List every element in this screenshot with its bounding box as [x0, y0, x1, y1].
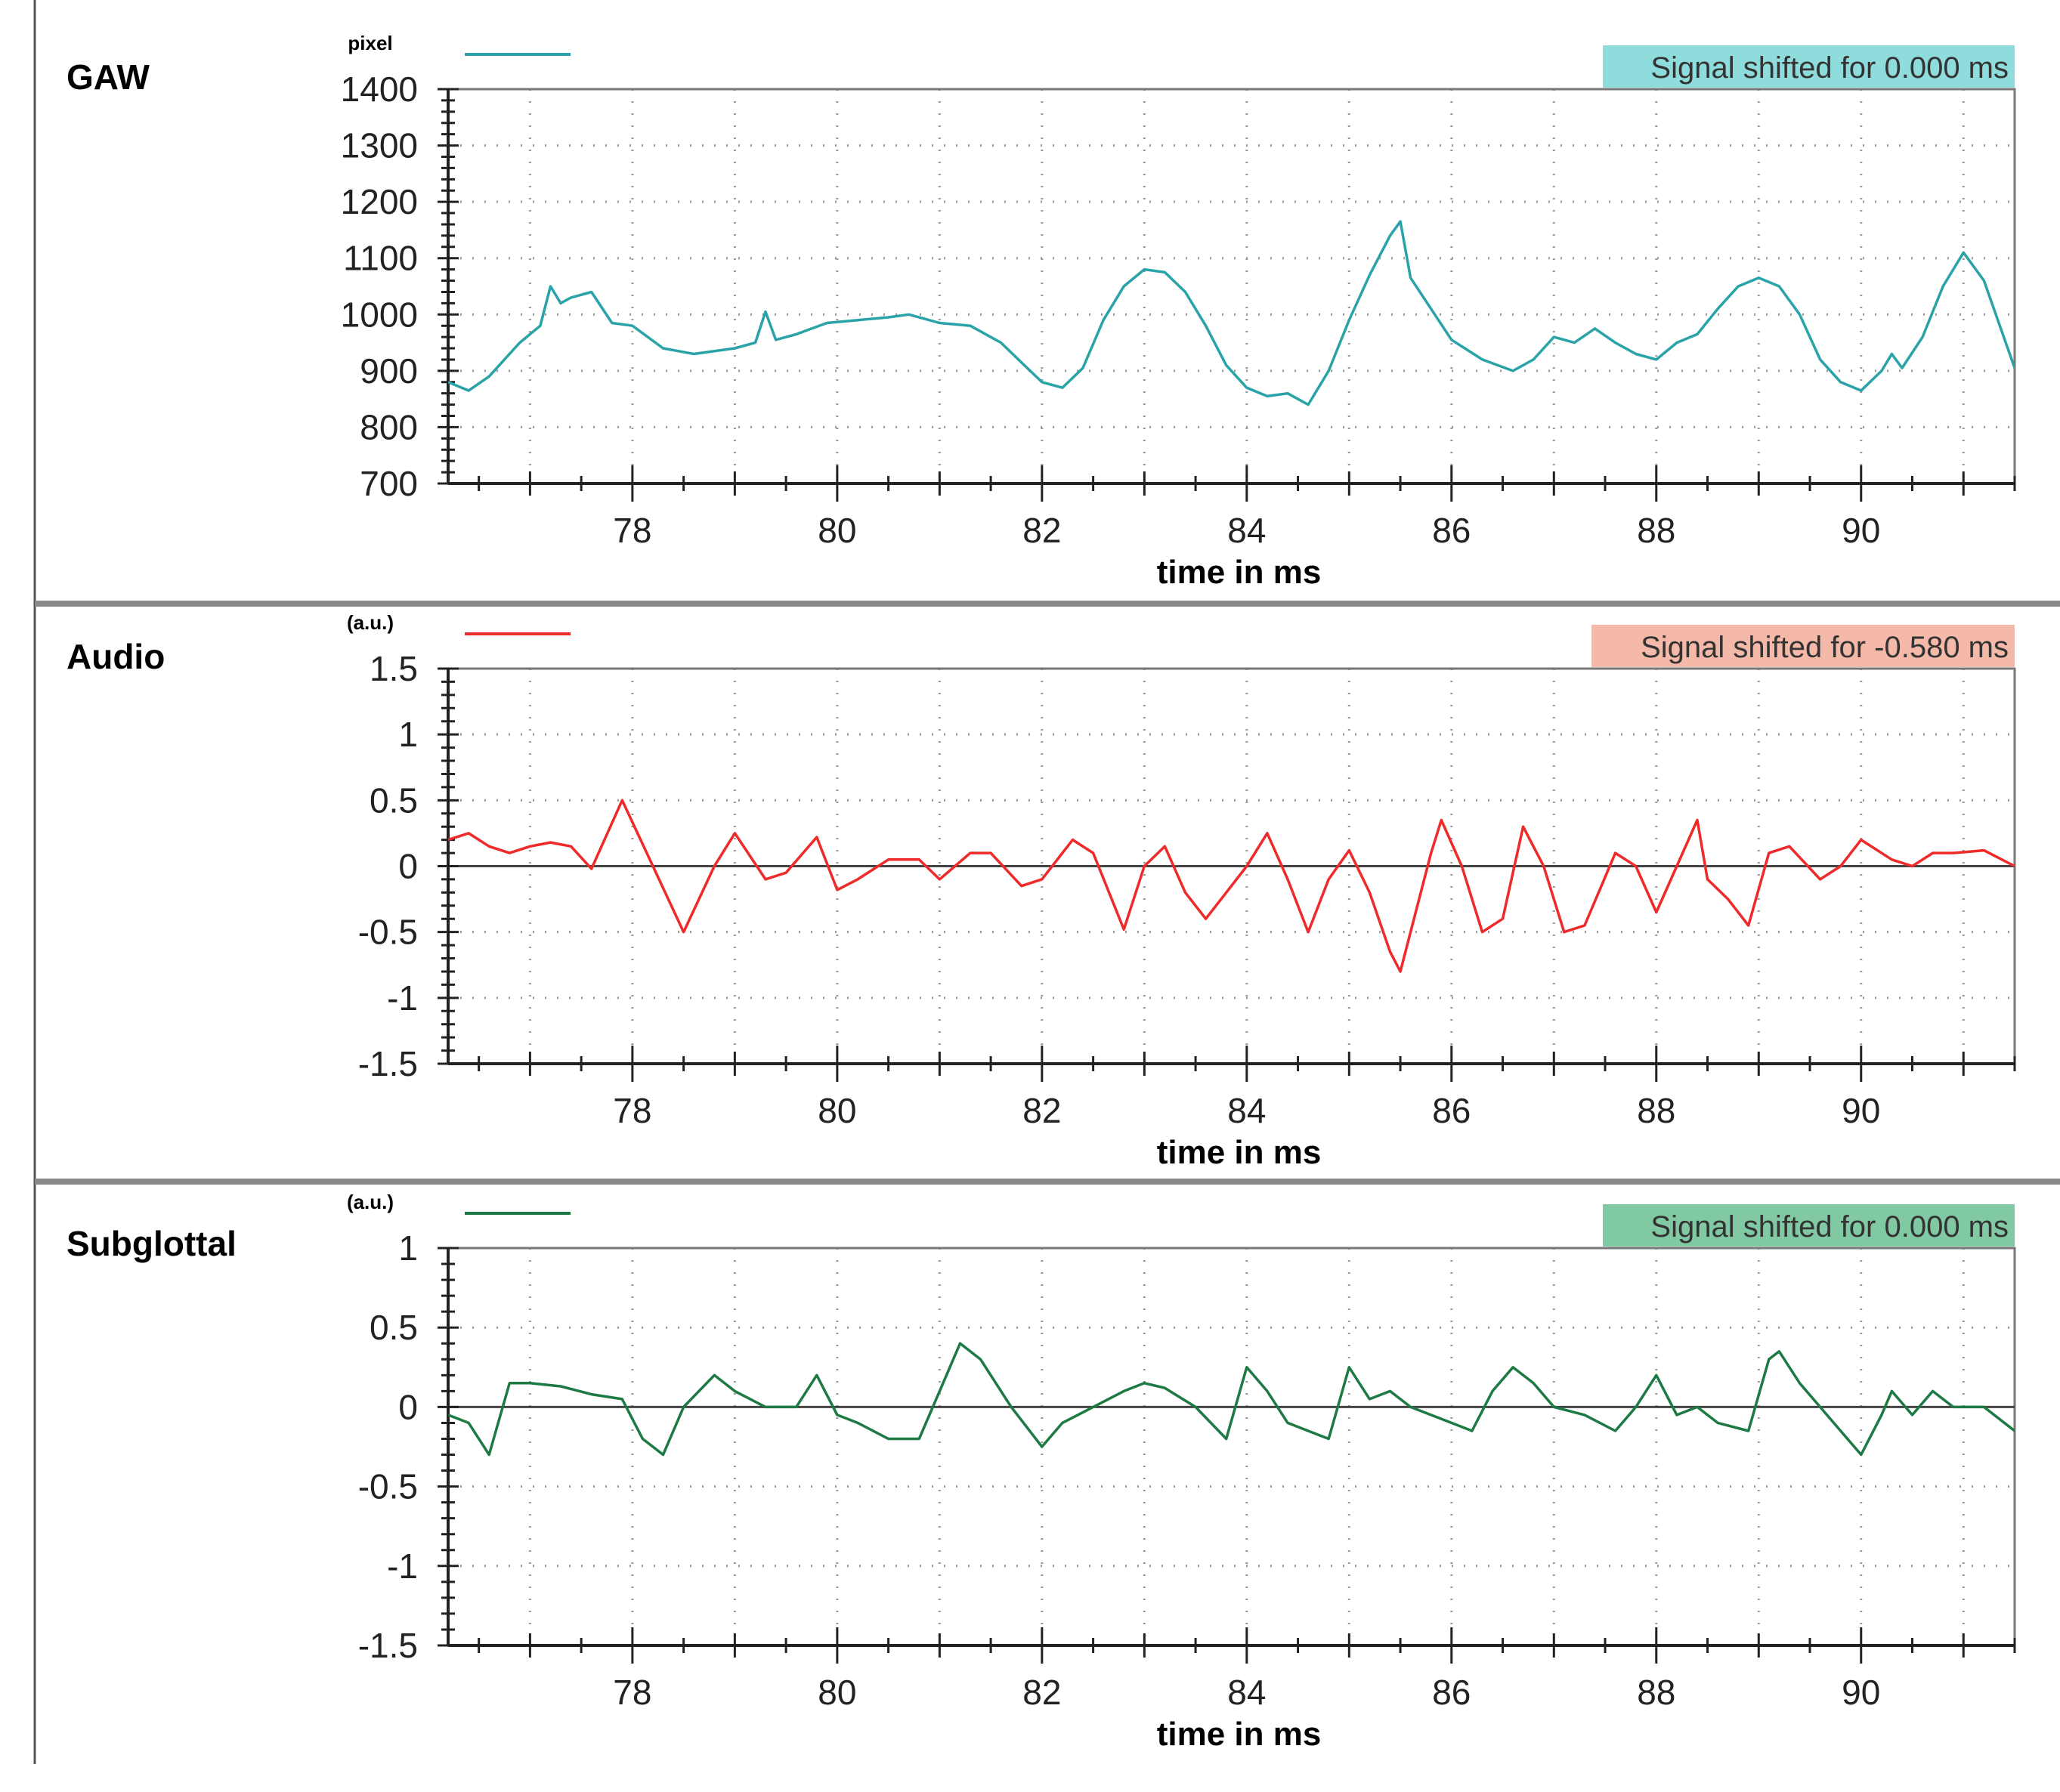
shift-badge-text: Signal shifted for -0.580 ms — [1641, 631, 2009, 664]
y-tick-label: -0.5 — [358, 913, 418, 952]
series-line-subglottal — [448, 1342, 2015, 1457]
shift-badge-text: Signal shifted for 0.000 ms — [1650, 1210, 2009, 1244]
y-tick-label: 0.5 — [370, 780, 418, 820]
x-tick-label: 84 — [1227, 1091, 1266, 1130]
x-tick-label: 80 — [818, 1091, 856, 1130]
y-tick-label: 900 — [360, 351, 418, 391]
plot-frame — [447, 1247, 2016, 1647]
y-tick-label: -1 — [387, 978, 418, 1018]
panel-title: Audio — [67, 637, 165, 676]
x-tick-label: 82 — [1022, 1091, 1061, 1130]
y-tick-label: 1 — [398, 1228, 418, 1268]
x-tick-label: 90 — [1842, 1673, 1880, 1712]
panel-audio: Audio (a.u.) Signal shifted for -0.580 ms 1… — [35, 611, 2060, 1185]
x-tick-label: 88 — [1637, 1091, 1675, 1130]
x-tick-label: 78 — [613, 1091, 651, 1130]
y-tick-label: 1000 — [341, 295, 418, 334]
y-tick-label: -1.5 — [358, 1626, 418, 1665]
panel-title: Subglottal — [67, 1224, 237, 1263]
x-tick-label: 86 — [1432, 1091, 1471, 1130]
series-line-audio — [448, 799, 2015, 973]
x-tick-label: 80 — [818, 1673, 856, 1712]
x-axis-label: time in ms — [1157, 1716, 1322, 1753]
y-tick-label: 800 — [360, 407, 418, 446]
panel-title: GAW — [67, 57, 150, 97]
x-tick-label: 86 — [1432, 1673, 1471, 1712]
y-tick-label: 1100 — [343, 239, 418, 278]
x-tick-label: 86 — [1432, 511, 1471, 550]
y-tick-label: 1 — [398, 715, 418, 754]
x-tick-label: 78 — [613, 511, 651, 550]
x-tick-label: 80 — [818, 511, 856, 550]
x-axis-label: time in ms — [1157, 1134, 1322, 1171]
y-tick-label: 700 — [360, 464, 418, 503]
y-tick-label: 1.5 — [370, 649, 418, 688]
x-tick-label: 78 — [613, 1673, 651, 1712]
unit-label: (a.u.) — [347, 611, 394, 634]
x-tick-label: 90 — [1842, 1091, 1880, 1130]
y-tick-label: 1400 — [341, 70, 418, 109]
y-tick-label: -0.5 — [358, 1467, 418, 1506]
unit-label: pixel — [348, 32, 392, 54]
series-line-gaw — [448, 220, 2015, 406]
y-tick-label: 0.5 — [370, 1308, 418, 1347]
x-tick-label: 84 — [1227, 1673, 1266, 1712]
x-tick-label: 88 — [1637, 511, 1675, 550]
x-tick-label: 88 — [1637, 1673, 1675, 1712]
y-tick-label: 0 — [398, 847, 418, 886]
x-tick-label: 82 — [1022, 1673, 1061, 1712]
x-axis-label: time in ms — [1157, 554, 1322, 591]
panel-separator — [35, 1179, 2060, 1185]
y-tick-label: -1.5 — [358, 1044, 418, 1083]
shift-badge — [1603, 45, 2015, 88]
y-tick-label: -1 — [387, 1546, 418, 1586]
y-tick-label: 1300 — [341, 126, 418, 165]
shift-badge — [1591, 625, 2015, 667]
unit-label: (a.u.) — [347, 1191, 394, 1213]
panel-gaw: GAW pixel Signal shifted for 0.000 ms 1400 1… — [35, 32, 2060, 607]
y-tick-label: 0 — [398, 1387, 418, 1426]
x-tick-label: 84 — [1227, 511, 1266, 550]
x-tick-label: 82 — [1022, 511, 1061, 550]
shift-badge-text: Signal shifted for 0.000 ms — [1650, 51, 2009, 85]
y-tick-label: 1200 — [341, 182, 418, 221]
panel-subglottal: Subglottal (a.u.) Signal shifted for 0.000… — [67, 1191, 2016, 1753]
x-tick-label: 90 — [1842, 511, 1880, 550]
shift-badge — [1603, 1204, 2015, 1247]
panel-separator — [35, 601, 2060, 607]
